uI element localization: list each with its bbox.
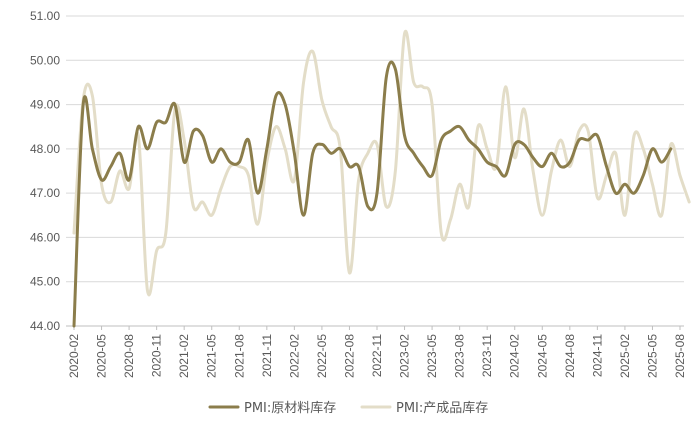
x-tick-label: 2023-05: [425, 334, 439, 378]
x-axis: 2020-02 2020-05 2020-08 2020-11 2021-02 2021-…: [66, 325, 687, 378]
series-lines: [72, 29, 691, 328]
y-axis: 44.00 45.00 46.00 47.00 48.00 49.00 50.00 51.00: [30, 9, 60, 333]
y-tick-label: 45.00: [30, 275, 60, 289]
x-tick-label: 2022-05: [315, 334, 329, 378]
x-tick-label: 2021-11: [260, 334, 274, 377]
y-tick-label: 44.00: [30, 319, 60, 333]
x-tick-label: 2023-02: [398, 334, 412, 378]
x-tick-label: 2025-02: [618, 334, 632, 378]
y-tick-label: 51.00: [30, 9, 60, 23]
x-tick-label: 2020-08: [122, 334, 136, 378]
y-tick-label: 50.00: [30, 53, 60, 67]
x-tick-label: 2023-08: [453, 334, 467, 378]
x-tick-label: 2021-05: [205, 334, 219, 378]
x-tick-label: 2020-05: [95, 334, 109, 378]
x-tick-label: 2023-11: [480, 334, 494, 377]
x-tick-label: 2022-08: [342, 334, 356, 378]
x-tick-label: 2020-02: [67, 334, 81, 378]
x-tick-label: 2025-08: [673, 334, 687, 378]
legend-label-1: PMI:产成品库存: [396, 400, 488, 416]
x-tick-label: 2024-11: [590, 334, 604, 377]
x-tick-label: 2024-08: [563, 334, 577, 378]
x-tick-label: 2024-02: [508, 334, 522, 378]
gridlines: [66, 15, 684, 327]
y-tick-label: 49.00: [30, 98, 60, 112]
y-tick-label: 48.00: [30, 142, 60, 156]
series-line-0: [72, 60, 673, 328]
x-tick-label: 2025-05: [645, 334, 659, 378]
x-tick-label: 2021-08: [232, 334, 246, 378]
y-tick-label: 46.00: [30, 230, 60, 244]
y-tick-label: 47.00: [30, 186, 60, 200]
x-tick-label: 2020-11: [150, 334, 164, 377]
x-tick-label: 2022-11: [370, 334, 384, 377]
x-tick-label: 2021-02: [177, 334, 191, 378]
series-line-1: [72, 29, 691, 297]
legend-label-0: PMI:原材料库存: [244, 400, 336, 416]
x-tick-label: 2022-02: [287, 334, 301, 378]
legend: PMI:原材料库存 PMI:产成品库存: [208, 400, 488, 416]
x-tick-label: 2024-05: [535, 334, 549, 378]
